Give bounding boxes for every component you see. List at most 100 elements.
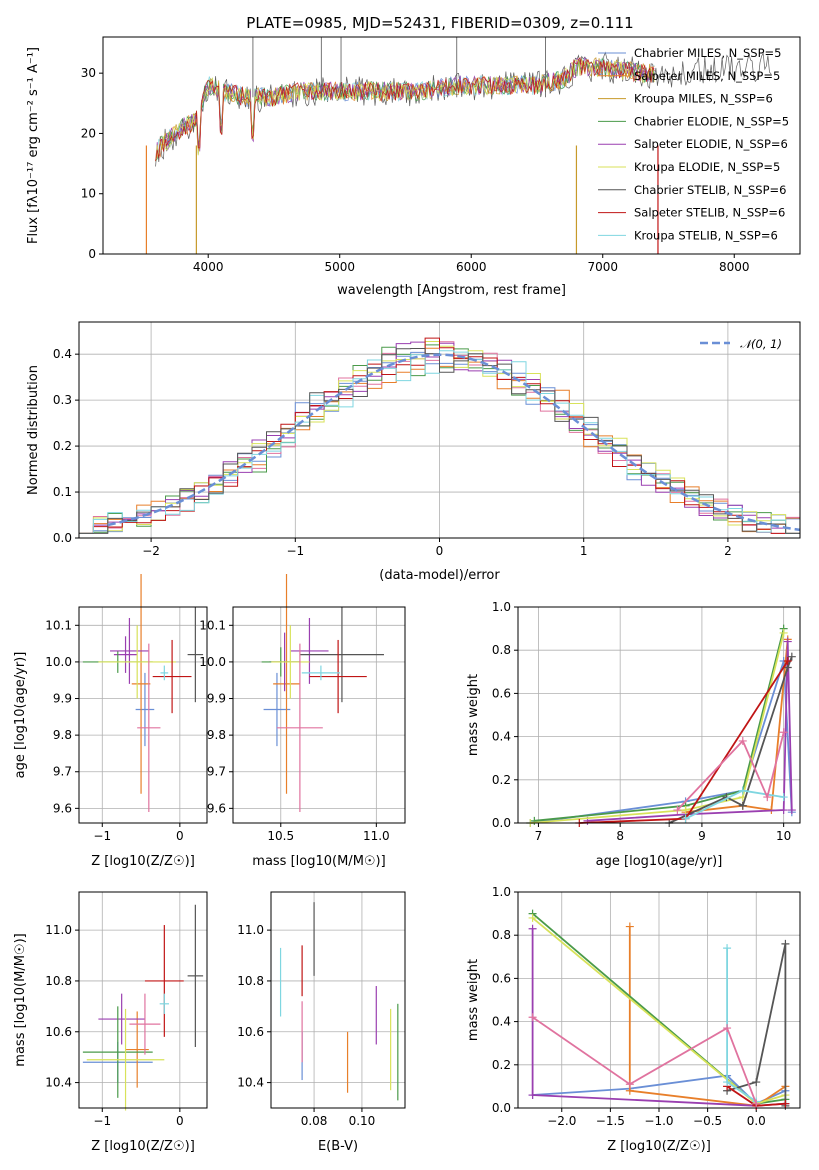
y-tick-label: 9.9 (207, 692, 226, 706)
histogram-series (79, 341, 800, 534)
y-tick-label: 10.8 (237, 974, 264, 988)
y-tick-label: 9.8 (207, 728, 226, 742)
mass-weight-marker (787, 652, 796, 661)
legend-entry: Chabrier MILES, N_SSP=5 (634, 46, 781, 60)
y-tick-label: 1.0 (492, 885, 511, 899)
y-axis-label: Normed distribution (26, 365, 41, 495)
x-tick-label: 10.5 (267, 829, 294, 843)
y-tick-label: 0.0 (53, 531, 72, 545)
y-tick-label: 0.2 (53, 439, 72, 453)
mass-weight-line (532, 1016, 758, 1105)
x-tick-label: 5000 (324, 260, 355, 274)
y-tick-label: 10.0 (199, 655, 226, 669)
legend-entry: Salpeter STELIB, N_SSP=6 (634, 206, 785, 220)
axes-frame (232, 606, 406, 824)
y-axis-label: mass weight (466, 674, 481, 756)
x-tick-label: −1 (93, 829, 111, 843)
mass-weight-marker (528, 1013, 537, 1022)
y-tick-label: 9.9 (53, 692, 72, 706)
x-axis-label: (data-model)/error (379, 568, 500, 583)
legend-entry: Chabrier ELODIE, N_SSP=5 (634, 114, 789, 128)
mass-weight-marker (528, 913, 537, 922)
y-tick-label: 9.6 (207, 801, 226, 815)
x-axis-label: age [log10(age/yr)] (596, 854, 723, 869)
mass-weight-line (726, 943, 787, 1106)
x-tick-label: 1 (580, 544, 588, 558)
x-tick-label: 0.10 (349, 1114, 376, 1128)
mass-weight-marker (625, 1080, 634, 1089)
mass-weight-line (676, 732, 785, 811)
y-tick-label: 10.1 (199, 618, 226, 632)
y-tick-label: 30 (81, 66, 96, 80)
mass-weight-marker (779, 628, 788, 637)
x-axis-label: Z [log10(Z/Z☉)] (607, 1139, 711, 1154)
spectrum-line (155, 56, 655, 162)
y-tick-label: 0.4 (53, 347, 72, 361)
spectrum-line (155, 57, 655, 162)
y-tick-label: 0.8 (492, 643, 511, 657)
x-axis-label: wavelength [Angstrom, rest frame] (337, 283, 566, 298)
x-tick-label: 0 (176, 829, 184, 843)
legend-entry: Kroupa MILES, N_SSP=6 (634, 92, 773, 106)
y-tick-label: 0.2 (492, 773, 511, 787)
y-tick-label: 10 (81, 187, 96, 201)
normal-curve (107, 353, 801, 532)
mass-weight-marker (738, 736, 747, 745)
y-tick-label: 1.0 (492, 600, 511, 614)
x-axis-label: Z [log10(Z/Z☉)] (91, 854, 195, 869)
y-tick-label: 0.3 (53, 393, 72, 407)
legend-entry: Salpeter ELODIE, N_SSP=6 (634, 137, 788, 151)
mass-weight-marker (779, 793, 788, 802)
mass-weight-line (530, 660, 793, 824)
x-tick-label: 8 (616, 829, 624, 843)
x-axis-label: mass [log10(M/M☉)] (252, 854, 385, 869)
y-axis-label: mass weight (466, 959, 481, 1041)
mass-weight-marker (625, 922, 634, 931)
x-tick-label: 0.0 (747, 1114, 766, 1128)
y-tick-label: 9.6 (53, 801, 72, 815)
spectrum-line (155, 57, 655, 162)
x-tick-label: 0 (176, 1114, 184, 1128)
mass-weight-marker (783, 637, 792, 646)
panel-4 (514, 606, 800, 827)
mass-weight-line (534, 628, 785, 822)
x-tick-label: −1 (93, 1114, 111, 1128)
y-axis-label: age [log10(age/yr)] (13, 652, 28, 779)
spectrum-line (155, 58, 655, 162)
mass-weight-marker (738, 786, 747, 795)
x-tick-label: 6000 (456, 260, 487, 274)
legend-entry: Kroupa ELODIE, N_SSP=5 (634, 160, 780, 174)
y-tick-label: 9.7 (207, 765, 226, 779)
axes-frame (78, 321, 801, 539)
mass-weight-marker (781, 1099, 790, 1108)
y-tick-label: 0.4 (492, 1015, 511, 1029)
x-axis-label: Z [log10(Z/Z☉)] (91, 1139, 195, 1154)
figure-title: PLATE=0985, MJD=52431, FIBERID=0309, z=0… (246, 14, 633, 32)
mass-weight-line (726, 948, 757, 1103)
y-tick-label: 0.0 (492, 1101, 511, 1115)
x-tick-label: 0.08 (301, 1114, 328, 1128)
x-tick-label: −1.5 (596, 1114, 625, 1128)
y-tick-label: 0.8 (492, 928, 511, 942)
mass-weight-marker (528, 924, 537, 933)
axes-frame (102, 36, 801, 255)
y-tick-label: 10.1 (45, 618, 72, 632)
legend-entry: Kroupa STELIB, N_SSP=6 (634, 228, 778, 242)
mass-weight-marker (779, 806, 788, 815)
x-tick-label: 4000 (193, 260, 224, 274)
x-tick-label: 8000 (719, 260, 750, 274)
x-tick-label: 0 (436, 544, 444, 558)
mass-weight-marker (763, 793, 772, 802)
legend-entry: Chabrier STELIB, N_SSP=6 (634, 183, 786, 197)
x-tick-label: −1 (286, 544, 304, 558)
spectrum-line (155, 59, 655, 162)
x-axis-label: E(B-V) (318, 1139, 358, 1154)
mass-weight-marker (783, 657, 792, 665)
y-tick-label: 11.0 (45, 923, 72, 937)
y-tick-label: 11.0 (237, 923, 264, 937)
panel-6 (267, 892, 405, 1112)
x-tick-label: −0.5 (693, 1114, 722, 1128)
x-tick-label: 10 (776, 829, 791, 843)
y-tick-label: 10.6 (237, 1025, 264, 1039)
x-tick-label: 7 (535, 829, 543, 843)
